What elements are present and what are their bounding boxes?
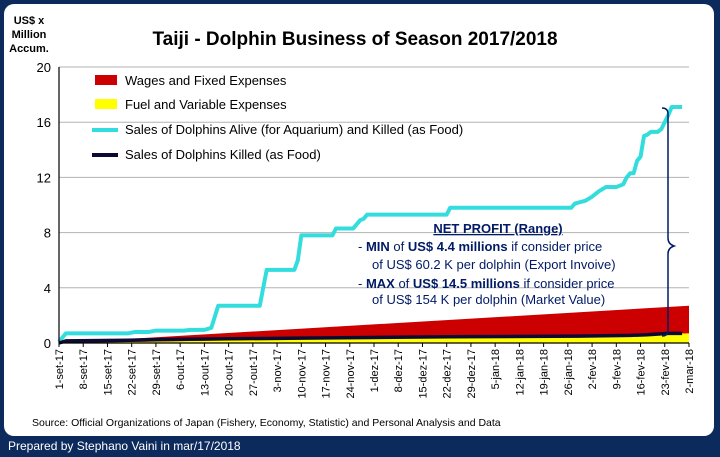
y-tick-label: 8 [44, 226, 51, 241]
x-tick-label: 27-out-17 [248, 349, 260, 396]
y-tick-label: 0 [44, 336, 51, 351]
x-tick-label: 10-nov-17 [296, 349, 308, 399]
y-axis-label-line-3: Accum. [9, 43, 49, 55]
x-tick-label: 8-set-17 [78, 349, 90, 389]
net-profit-max-line-2: of US$ 154 K per dolphin (Market Value) [372, 292, 605, 307]
series-line-3 [58, 331, 683, 345]
x-tick-label: 12-jan-18 [514, 349, 526, 395]
y-axis-label-line-2: Million [12, 29, 47, 41]
net-profit-min-line-1: - MIN of US$ 4.4 millions if consider pr… [358, 239, 602, 254]
y-tick-label: 20 [37, 60, 51, 75]
x-tick-label: 22-dez-17 [442, 349, 454, 399]
legend: Wages and Fixed Expenses Fuel and Variab… [92, 73, 463, 162]
series-line-2 [57, 105, 683, 343]
x-tick-label: 23-fev-18 [660, 349, 672, 395]
x-tick-label: 13-out-17 [199, 349, 211, 396]
x-tick-label: 3-nov-17 [272, 349, 284, 392]
legend-swatch-fuel [95, 99, 117, 109]
net-profit-annotation: NET PROFIT (Range) - MIN of US$ 4.4 mill… [358, 107, 677, 337]
net-profit-brace [661, 107, 677, 337]
x-tick-label: 22-set-17 [127, 349, 139, 395]
y-tick-label: 16 [37, 115, 51, 130]
x-tick-label: 2-fev-18 [587, 349, 599, 389]
x-tick-label: 19-jan-18 [539, 349, 551, 395]
chart-title: Taiji - Dolphin Business of Season 2017/… [152, 29, 557, 50]
x-tick-label: 15-set-17 [102, 349, 114, 395]
x-tick-label: 20-out-17 [224, 349, 236, 396]
x-tick-label: 29-dez-17 [466, 349, 478, 399]
series-area-0 [59, 305, 689, 343]
net-profit-max-line-1: - MAX of US$ 14.5 millions if consider p… [358, 276, 615, 291]
y-tick-label: 12 [37, 170, 51, 185]
x-tick-label: 9-fev-18 [611, 349, 623, 389]
legend-label-killed: Sales of Dolphins Killed (as Food) [125, 147, 321, 162]
x-tick-label: 15-dez-17 [417, 349, 429, 399]
x-tick-label: 16-fev-18 [636, 349, 648, 395]
x-tick-label: 1-dez-17 [369, 349, 381, 392]
x-tick-label: 5-jan-18 [490, 349, 502, 389]
legend-label-fuel: Fuel and Variable Expenses [125, 97, 287, 112]
legend-label-wages: Wages and Fixed Expenses [125, 73, 287, 88]
x-tick-label: 17-nov-17 [321, 349, 333, 399]
source-note: Source: Official Organizations of Japan … [32, 417, 501, 429]
net-profit-min-line-2: of US$ 60.2 K per dolphin (Export Invoiv… [372, 257, 616, 272]
x-tick-label: 2-mar-18 [684, 349, 696, 394]
legend-label-alive-killed: Sales of Dolphins Alive (for Aquarium) a… [125, 122, 463, 137]
x-tick-label: 1-set-17 [54, 349, 66, 389]
x-tick-label: 8-dez-17 [393, 349, 405, 392]
x-tick-label: 24-nov-17 [345, 349, 357, 399]
x-tick-label: 26-jan-18 [563, 349, 575, 395]
legend-swatch-wages [95, 75, 117, 85]
x-tick-label: 29-set-17 [151, 349, 163, 395]
x-tick-label: 6-out-17 [175, 349, 187, 390]
y-axis-label-line-1: US$ x [14, 15, 45, 27]
y-tick-label: 4 [44, 281, 51, 296]
footer-credit: Prepared by Stephano Vaini in mar/17/201… [8, 439, 241, 453]
net-profit-title: NET PROFIT (Range) [433, 221, 562, 236]
